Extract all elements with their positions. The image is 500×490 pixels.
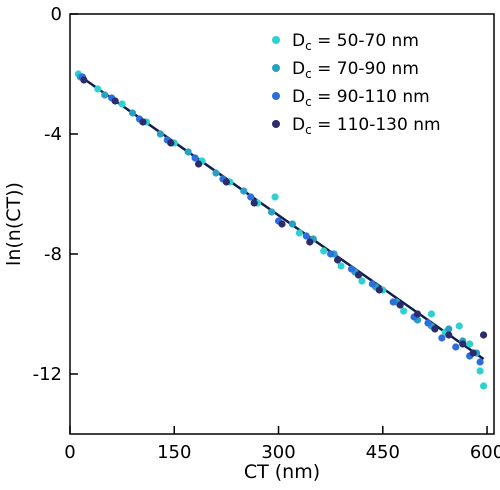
- data-point-series-2: [128, 109, 137, 117]
- data-point-series-4: [194, 160, 203, 168]
- data-point-series-1: [118, 100, 126, 108]
- data-point-series-4: [334, 256, 342, 264]
- data-point-series-2: [445, 325, 453, 333]
- data-point-series-1: [400, 307, 408, 315]
- data-point-series-1: [455, 322, 463, 330]
- y-tick-label: -12: [33, 364, 62, 385]
- legend-marker-3: [272, 92, 280, 100]
- x-tick-label: 0: [64, 442, 75, 463]
- legend-label-prefix: D: [292, 31, 305, 51]
- data-point-series-2: [156, 130, 164, 138]
- legend-label-suffix: = 70-90 nm: [312, 59, 419, 79]
- legend-label-subscript: c: [305, 39, 312, 53]
- data-point-series-3: [327, 250, 335, 258]
- data-point-series-4: [111, 97, 119, 105]
- data-point-series-1: [479, 382, 488, 390]
- data-point-series-3: [347, 265, 356, 273]
- data-point-series-1: [320, 247, 328, 255]
- data-point-series-4: [375, 286, 383, 294]
- x-tick-label: 300: [261, 442, 295, 463]
- y-axis-label: ln(n(CT)): [3, 182, 25, 266]
- x-tick-label: 450: [366, 442, 400, 463]
- y-tick-label: 0: [51, 4, 62, 25]
- data-point-series-1: [476, 367, 484, 375]
- data-point-series-4: [479, 331, 488, 339]
- data-point-series-2: [184, 148, 192, 156]
- x-axis: 0 150 300 450 600: [64, 426, 500, 463]
- x-axis-label: CT (nm): [244, 461, 320, 483]
- legend-marker-4: [272, 120, 280, 128]
- data-point-series-3: [191, 154, 199, 162]
- data-point-series-2: [101, 91, 109, 99]
- data-point-series-1: [427, 310, 436, 318]
- data-point-series-4: [354, 271, 363, 279]
- data-point-series-2: [240, 187, 248, 195]
- legend-label-suffix: = 110-130 nm: [312, 115, 441, 135]
- x-tick-label: 150: [157, 442, 191, 463]
- data-point-series-2: [267, 208, 276, 216]
- data-point-series-4: [459, 340, 467, 348]
- data-point-series-1: [271, 193, 279, 201]
- data-point-series-3: [302, 232, 310, 240]
- data-point-series-4: [431, 325, 439, 333]
- legend-label-1: Dc = 50-70 nm: [292, 31, 419, 53]
- legend-marker-2: [272, 64, 280, 72]
- data-point-series-4: [80, 76, 88, 84]
- legend-label-2: Dc = 70-90 nm: [292, 59, 419, 81]
- legend-label-suffix: = 50-70 nm: [312, 31, 419, 51]
- y-axis: 0 -4 -8 -12: [33, 4, 78, 385]
- y-tick-label: -8: [44, 244, 62, 265]
- data-point-series-4: [167, 139, 175, 147]
- legend-label-prefix: D: [292, 87, 305, 107]
- data-point-series-1: [94, 85, 102, 93]
- legend-label-4: Dc = 110-130 nm: [292, 115, 441, 137]
- legend-label-subscript: c: [305, 67, 312, 81]
- data-point-series-4: [278, 220, 286, 228]
- legend-label-3: Dc = 90-110 nm: [292, 87, 430, 109]
- y-tick-label: -4: [44, 124, 62, 145]
- data-point-series-4: [469, 349, 477, 357]
- data-point-series-3: [452, 343, 460, 351]
- data-point-series-3: [424, 319, 432, 327]
- legend-label-prefix: D: [292, 115, 305, 135]
- data-point-series-1: [295, 229, 303, 237]
- x-tick-label: 600: [470, 442, 500, 463]
- data-point-series-2: [288, 220, 297, 228]
- legend-label-suffix: = 90-110 nm: [312, 87, 430, 107]
- data-point-series-4: [250, 199, 258, 207]
- legend-label-prefix: D: [292, 59, 305, 79]
- data-point-series-4: [445, 331, 453, 339]
- data-point-series-3: [247, 193, 255, 201]
- data-point-series-1: [337, 262, 345, 270]
- legend-label-subscript: c: [305, 95, 312, 109]
- data-point-series-4: [413, 310, 422, 318]
- data-point-series-2: [212, 169, 220, 177]
- data-point-series-1: [358, 277, 366, 285]
- data-point-series-4: [306, 238, 314, 246]
- data-point-series-3: [438, 334, 446, 342]
- legend-marker-1: [272, 36, 280, 44]
- data-point-series-3: [476, 358, 484, 366]
- data-point-series-4: [139, 118, 147, 126]
- data-point-series-1: [466, 340, 474, 348]
- data-point-series-4: [222, 178, 230, 186]
- legend-label-subscript: c: [305, 123, 312, 137]
- scatter-points: [74, 70, 488, 390]
- data-point-series-4: [396, 301, 404, 309]
- data-point-series-3: [389, 298, 397, 306]
- data-point-series-3: [368, 280, 376, 288]
